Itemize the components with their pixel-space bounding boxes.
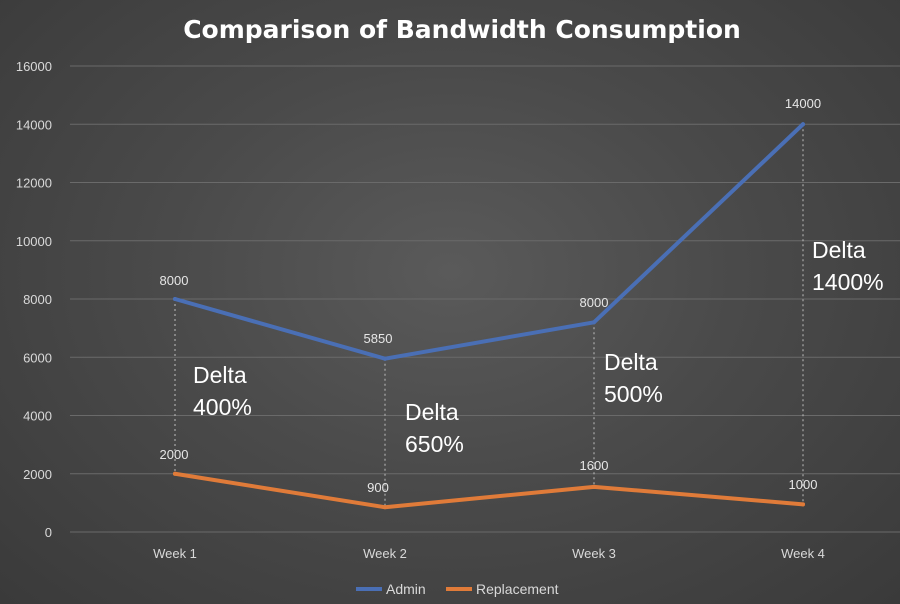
series-line-admin: [173, 122, 805, 361]
data-point-admin: [801, 122, 805, 127]
data-label-admin: 8000: [160, 273, 189, 288]
y-tick-label: 2000: [23, 467, 52, 482]
chart-title: Comparison of Bandwidth Consumption: [183, 15, 741, 44]
data-point-replacement: [173, 471, 177, 476]
series-lines: [173, 122, 805, 510]
data-point-admin: [383, 356, 387, 361]
data-point-admin: [592, 320, 596, 325]
data-label-admin: 5850: [364, 331, 393, 346]
legend-label-admin: Admin: [386, 581, 426, 597]
data-label-admin: 14000: [785, 96, 821, 111]
data-point-admin: [173, 297, 177, 301]
y-tick-label: 4000: [23, 409, 52, 424]
y-tick-label: 6000: [23, 350, 52, 365]
delta-annotation-label: Delta: [812, 237, 866, 263]
y-tick-label: 16000: [16, 59, 52, 74]
data-labels: 8000 5850 8000 14000 2000 900 1600 1000: [160, 96, 822, 495]
legend: Admin Replacement: [356, 581, 559, 597]
delta-annotation-label: Delta: [405, 399, 459, 425]
x-tick-label: Week 1: [153, 546, 197, 561]
delta-annotation-label: Delta: [193, 362, 247, 388]
delta-annotations: Delta 400% Delta 650% Delta 500% Delta 1400%: [193, 237, 884, 457]
data-label-replacement: 900: [367, 480, 389, 495]
delta-annotation-value: 400%: [193, 394, 252, 420]
series-line-replacement: [173, 471, 805, 510]
delta-annotation-value: 650%: [405, 431, 464, 457]
data-point-replacement: [592, 484, 596, 489]
y-tick-label: 10000: [16, 234, 52, 249]
legend-label-replacement: Replacement: [476, 581, 559, 597]
data-point-replacement: [801, 502, 805, 507]
y-tick-label: 12000: [16, 176, 52, 191]
drop-lines: [174, 124, 804, 508]
x-tick-label: Week 3: [572, 546, 616, 561]
data-label-admin: 8000: [580, 295, 609, 310]
y-tick-label: 8000: [23, 292, 52, 307]
y-tick-label: 0: [45, 525, 52, 540]
y-tick-label: 14000: [16, 117, 52, 132]
delta-annotation-value: 1400%: [812, 269, 884, 295]
delta-annotation-label: Delta: [604, 349, 658, 375]
data-label-replacement: 1000: [789, 477, 818, 492]
gridlines: [70, 65, 900, 533]
data-point-replacement: [383, 505, 387, 510]
data-label-replacement: 2000: [160, 447, 189, 462]
x-tick-label: Week 2: [363, 546, 407, 561]
x-axis-ticks: Week 1 Week 2 Week 3 Week 4: [153, 546, 825, 561]
data-label-replacement: 1600: [580, 458, 609, 473]
x-tick-label: Week 4: [781, 546, 825, 561]
delta-annotation-value: 500%: [604, 381, 663, 407]
y-axis-ticks: 0 2000 4000 6000 8000 10000 12000 14000 16000: [16, 59, 52, 540]
